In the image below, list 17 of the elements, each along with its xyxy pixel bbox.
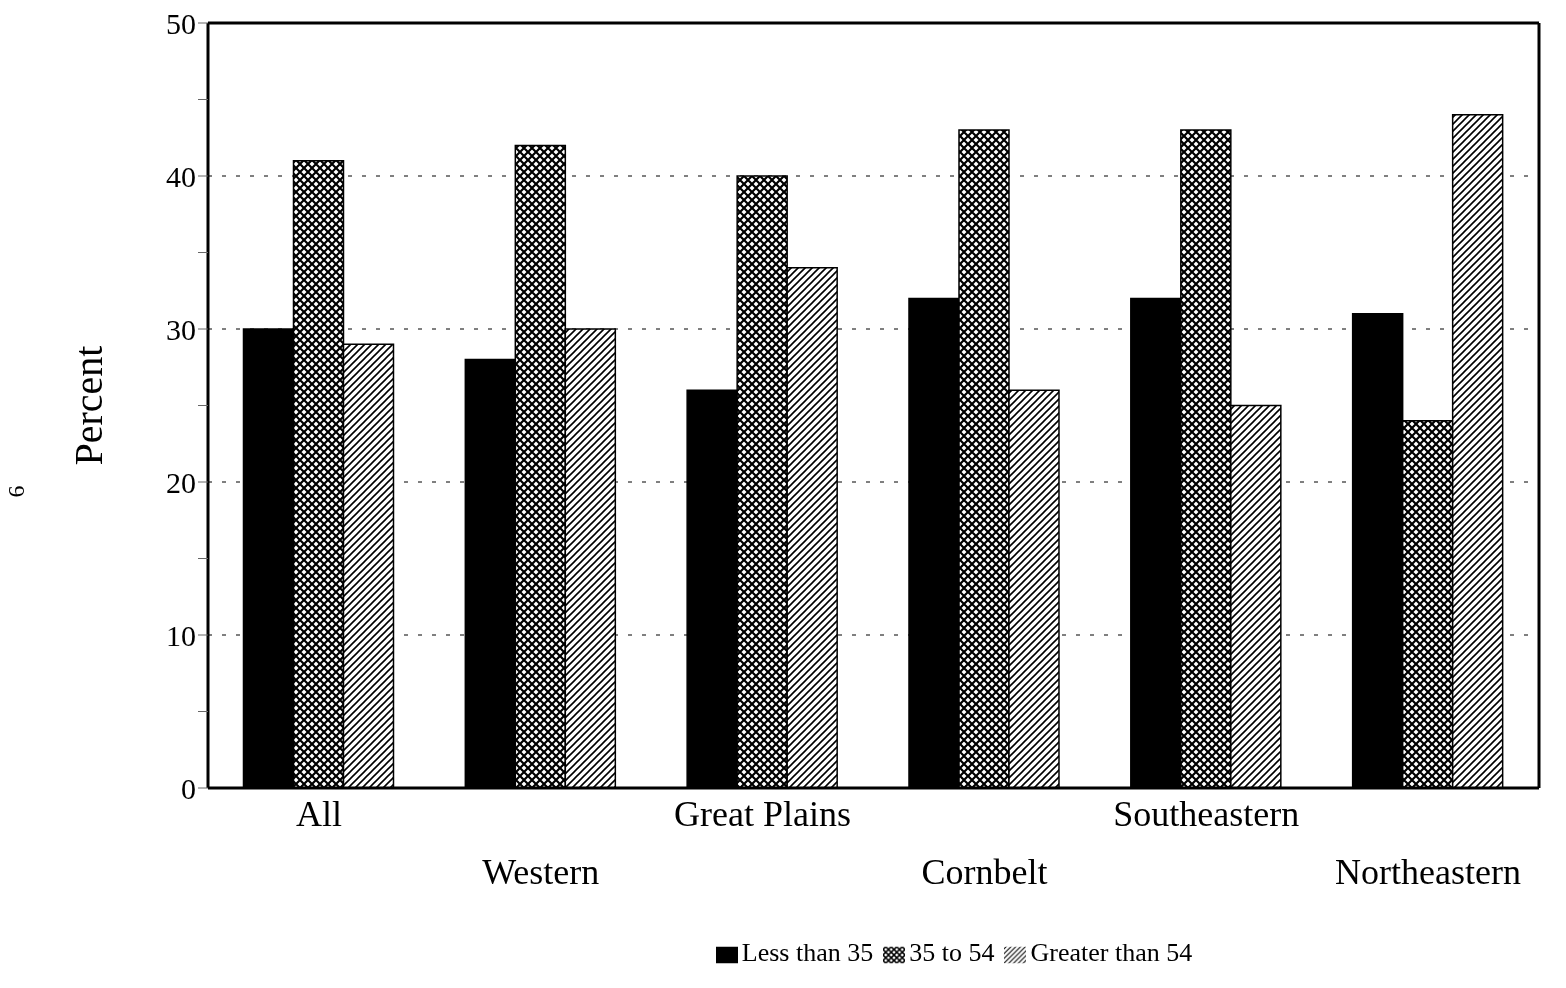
x-tick-label: Great Plains — [674, 794, 852, 834]
y-tick-label: 20 — [166, 465, 196, 499]
legend-label: Less than 35 — [741, 938, 874, 967]
y-tick-label: 0 — [181, 771, 196, 805]
x-tick-label: Northeastern — [1335, 852, 1522, 892]
y-tick-label: 50 — [166, 6, 196, 40]
y-tick-label: 40 — [166, 159, 196, 193]
text: 6 — [2, 485, 30, 498]
x-tick-label: Southeastern — [1113, 794, 1300, 834]
y-tick-label: 30 — [166, 312, 196, 346]
x-tick-label: Western — [482, 852, 600, 892]
y-axis-title: Percent — [66, 345, 112, 466]
x-tick-label: Cornbelt — [921, 852, 1048, 892]
y-tick-label: 10 — [166, 618, 196, 652]
legend-label: Greater than 54 — [1030, 938, 1193, 967]
x-tick-label: All — [295, 794, 342, 834]
legend-label: 35 to 54 — [909, 938, 995, 967]
